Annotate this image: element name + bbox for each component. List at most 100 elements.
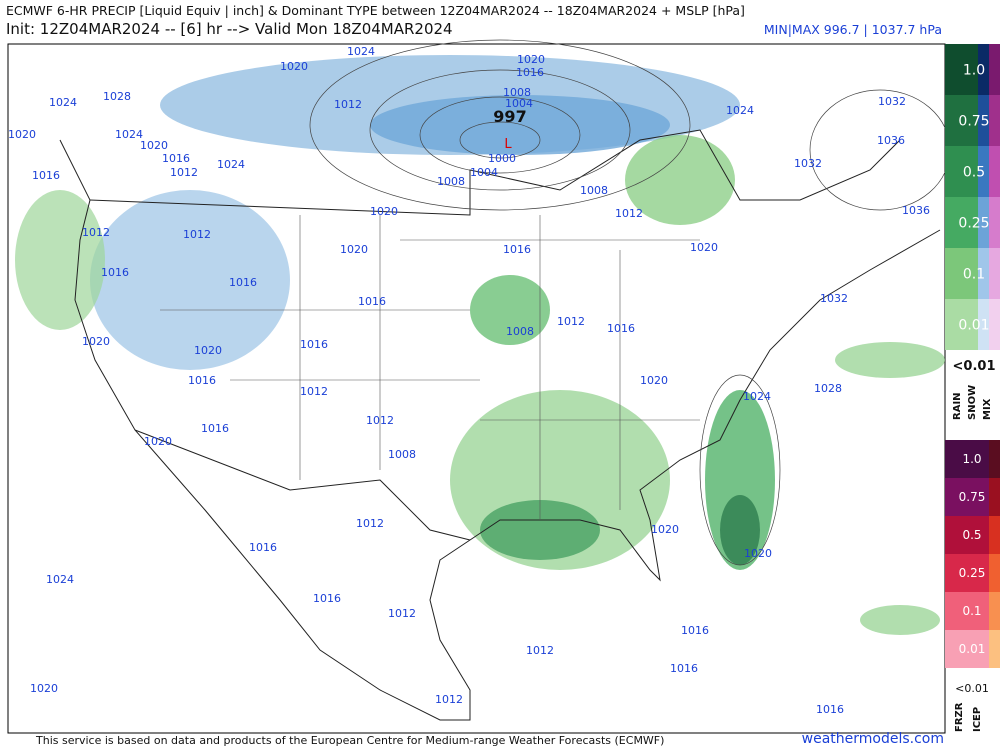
legend: 1.0 0.75 0.5 0.25 0.1 0.01 <0.01 RAIN SNOW MIX 1.0… xyxy=(945,44,1000,732)
legend-swatch xyxy=(989,44,1000,95)
legend-level: 0.01 xyxy=(959,642,986,656)
precip xyxy=(15,55,945,635)
legend-swatch xyxy=(945,592,989,630)
isobar-label: 1008 xyxy=(503,86,531,99)
isobar-label: 1016 xyxy=(607,322,635,335)
isobar-label: 1016 xyxy=(670,662,698,675)
isobar-label: 1012 xyxy=(170,166,198,179)
isobar-label: 1012 xyxy=(526,644,554,657)
isobar-label: 1008 xyxy=(580,184,608,197)
isobar-label: 1008 xyxy=(388,448,416,461)
legend-swatch xyxy=(945,197,978,248)
legend-swatch xyxy=(945,478,989,516)
isobar-label: 1024 xyxy=(49,96,77,109)
legend-level: 0.1 xyxy=(963,267,985,283)
legend-type: ICEP xyxy=(972,707,983,732)
isobar-label: 1016 xyxy=(188,374,216,387)
isobar-label: 1012 xyxy=(300,385,328,398)
map-title: ECMWF 6-HR PRECIP [Liquid Equiv | inch] … xyxy=(6,3,745,18)
low-symbol: L xyxy=(504,137,512,152)
isobar-label: 1008 xyxy=(506,325,534,338)
legend-swatch xyxy=(989,554,1000,592)
isobar-label: 1016 xyxy=(32,169,60,182)
isobar-label: 1000 xyxy=(488,152,516,165)
isobar-label: 1020 xyxy=(82,335,110,348)
disclaimer: This service is based on data and produc… xyxy=(36,734,665,747)
legend-swatch xyxy=(978,44,989,95)
boundaries xyxy=(59,129,941,721)
legend-swatch xyxy=(989,440,1000,478)
isobar-label: 1016 xyxy=(516,66,544,79)
legend-swatch xyxy=(945,44,978,95)
isobar-label: 1024 xyxy=(726,104,754,117)
coastline xyxy=(59,139,941,721)
isobar-label: 1032 xyxy=(794,157,822,170)
isobar-label: 1012 xyxy=(183,228,211,241)
state-lines xyxy=(160,215,700,520)
isobar-label: 1016 xyxy=(162,152,190,165)
isobar-label: 1016 xyxy=(300,338,328,351)
legend-level: 0.5 xyxy=(963,165,985,181)
border xyxy=(134,429,471,541)
legend-swatch xyxy=(945,248,978,299)
legend-level: 0.25 xyxy=(959,566,986,580)
isobar-label: 1032 xyxy=(820,292,848,305)
legend-swatch xyxy=(978,146,989,197)
isobar-label: 1020 xyxy=(144,435,172,448)
low-pressure: 997 xyxy=(493,107,526,126)
init-line: Init: 12Z04MAR2024 -- [6] hr --> Valid M… xyxy=(6,20,453,38)
legend-swatch xyxy=(945,95,978,146)
legend-type: SNOW xyxy=(967,385,978,420)
legend-swatch xyxy=(989,95,1000,146)
legend-swatch xyxy=(989,146,1000,197)
isobar-label: 1012 xyxy=(615,207,643,220)
isobar-label: 1024 xyxy=(347,45,375,58)
legend-below: <0.01 xyxy=(955,682,989,695)
map: 997 L 1024102010201016102810241008100410… xyxy=(7,39,1000,734)
legend-swatch xyxy=(978,197,989,248)
legend-swatch xyxy=(945,516,989,554)
legend-type: RAIN xyxy=(952,392,963,420)
isobar-label: 1016 xyxy=(358,295,386,308)
rain-area xyxy=(835,342,945,378)
isobar-label: 1016 xyxy=(229,276,257,289)
legend-type: MIX xyxy=(982,398,993,420)
legend-level: 0.01 xyxy=(958,318,989,334)
legend-swatch xyxy=(945,554,989,592)
isobar-label: 1012 xyxy=(557,315,585,328)
isobar-label: 1024 xyxy=(217,158,245,171)
isobar-label: 1020 xyxy=(140,139,168,152)
isobar-label: 1020 xyxy=(651,523,679,536)
legend-below: <0.01 xyxy=(953,359,996,374)
isobar-label: 1024 xyxy=(743,390,771,403)
isobar-label: 1016 xyxy=(249,541,277,554)
isobar-label: 1016 xyxy=(816,703,844,716)
legend-level: 0.1 xyxy=(962,604,981,618)
legend-swatch xyxy=(989,516,1000,554)
map-frame xyxy=(7,43,946,734)
isobar-label: 1016 xyxy=(101,266,129,279)
isobar-label: 1024 xyxy=(115,128,143,141)
isobar-label: 1032 xyxy=(878,95,906,108)
rain-area xyxy=(480,500,600,560)
isobar-label: 1020 xyxy=(690,241,718,254)
isobar-label: 1020 xyxy=(30,682,58,695)
legend-level: 0.5 xyxy=(962,528,981,542)
isobar-label: 1020 xyxy=(280,60,308,73)
snow-area xyxy=(90,190,290,370)
legend-swatch xyxy=(945,299,978,350)
isobar-label: 1036 xyxy=(877,134,905,147)
isobar-label: 1028 xyxy=(103,90,131,103)
legend-level: 0.25 xyxy=(958,216,989,232)
legend-swatch xyxy=(989,248,1000,299)
isobar-label: 1016 xyxy=(201,422,229,435)
legend-swatch xyxy=(978,95,989,146)
legend-type: FRZR xyxy=(954,702,965,732)
isobar-label: 1012 xyxy=(334,98,362,111)
isobar-label: 1024 xyxy=(46,573,74,586)
isobar-label: 1020 xyxy=(640,374,668,387)
isobar-label: 1016 xyxy=(313,592,341,605)
legend-swatch xyxy=(989,197,1000,248)
legend-swatch xyxy=(989,630,1000,668)
